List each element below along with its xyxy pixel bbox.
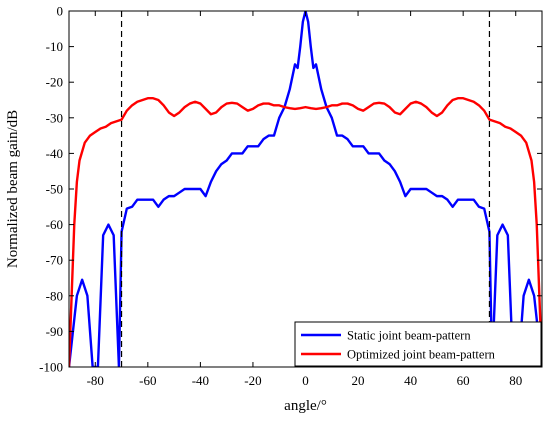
y-tick-label-5: -50 — [46, 182, 63, 197]
x-tick-label-2: -40 — [192, 373, 209, 388]
y-tick-label-9: -90 — [46, 324, 63, 339]
y-tick-label-0: 0 — [57, 4, 64, 19]
y-tick-label-10: -100 — [39, 360, 63, 375]
y-tick-label-3: -30 — [46, 110, 63, 125]
series-line-0 — [69, 11, 542, 367]
x-tick-label-1: -60 — [139, 373, 156, 388]
y-tick-label-2: -20 — [46, 75, 63, 90]
axes-layer — [68, 10, 543, 368]
legend-label-static: Static joint beam-pattern — [347, 329, 471, 343]
tick-labels-layer: -80 -60 -40 -20 0 20 40 60 80 0 -10 -20 -30 -40 -50 -60… — [39, 4, 522, 389]
legend-box — [294, 321, 542, 367]
x-tick-label-6: 40 — [404, 373, 417, 388]
reference-lines-layer — [120, 11, 491, 367]
y-tick-label-6: -60 — [46, 217, 63, 232]
y-tick-label-4: -40 — [46, 146, 63, 161]
y-tick-label-8: -80 — [46, 288, 63, 303]
x-tick-label-8: 80 — [509, 373, 522, 388]
y-tick-label-7: -70 — [46, 253, 63, 268]
x-tick-label-4: 0 — [302, 373, 309, 388]
x-tick-label-7: 60 — [457, 373, 470, 388]
series-line-1 — [69, 97, 542, 367]
x-tick-label-5: 20 — [352, 373, 365, 388]
y-axis-label: Normalized beam gain/dB — [5, 110, 21, 268]
x-tick-label-3: -20 — [244, 373, 261, 388]
legend-label-optimized: Optimized joint beam-pattern — [347, 348, 496, 362]
legend: Static joint beam-pattern Optimized join… — [294, 321, 542, 367]
y-tick-label-1: -10 — [46, 39, 63, 54]
series-layer — [69, 11, 542, 367]
x-axis-label: angle/° — [284, 398, 327, 414]
x-tick-label-0: -80 — [87, 373, 104, 388]
plot-frame — [68, 10, 543, 368]
